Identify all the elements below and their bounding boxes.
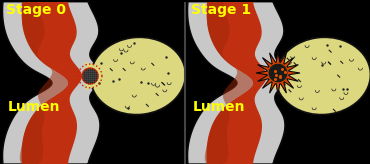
Ellipse shape xyxy=(91,37,185,115)
Polygon shape xyxy=(205,0,253,164)
Polygon shape xyxy=(20,0,68,164)
Polygon shape xyxy=(188,2,290,164)
Polygon shape xyxy=(21,2,82,164)
Polygon shape xyxy=(0,2,185,164)
Text: Lumen: Lumen xyxy=(8,100,61,114)
Text: Stage 0: Stage 0 xyxy=(6,3,66,17)
Circle shape xyxy=(268,63,288,83)
Circle shape xyxy=(82,68,98,84)
Polygon shape xyxy=(270,62,284,90)
Polygon shape xyxy=(85,62,99,90)
Text: Stage 1: Stage 1 xyxy=(191,3,251,17)
Polygon shape xyxy=(185,2,370,164)
Polygon shape xyxy=(206,2,267,164)
Ellipse shape xyxy=(276,37,370,115)
Polygon shape xyxy=(3,2,105,164)
Polygon shape xyxy=(256,51,300,95)
Text: Lumen: Lumen xyxy=(193,100,246,114)
